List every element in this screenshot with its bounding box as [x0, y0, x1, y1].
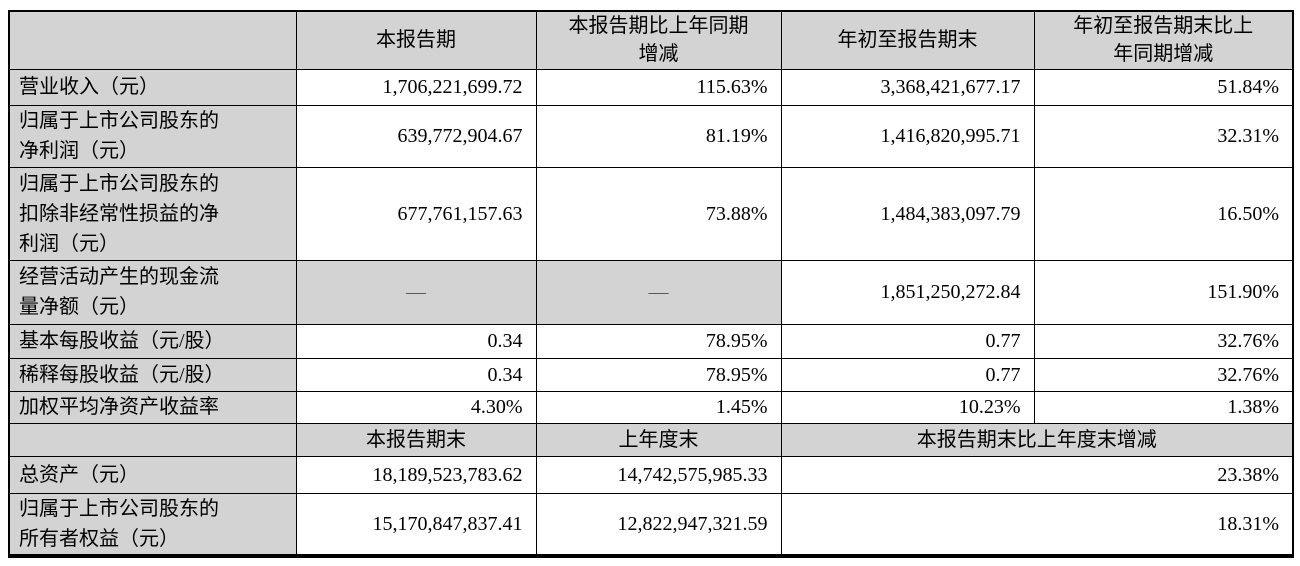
- cell-ytd: 10.23%: [780, 390, 1035, 424]
- cell-period-end: 15,170,847,837.41: [295, 492, 537, 556]
- cell-ytd: 0.77: [780, 357, 1035, 392]
- cell-ytd-yoy: 32.76%: [1033, 357, 1294, 392]
- header-ytd: 年初至报告期末: [780, 10, 1035, 70]
- header-corner-cell-2: [8, 422, 297, 457]
- table-row-diluted-eps: 稀释每股收益（元/股） 0.34 78.95% 0.77 32.76%: [8, 357, 1294, 392]
- cell-current-period: 639,772,904.67: [295, 104, 537, 168]
- cell-change: 18.31%: [780, 492, 1294, 556]
- row-label: 归属于上市公司股东的 扣除非经常性损益的净 利润（元）: [8, 166, 297, 261]
- header-ytd-yoy: 年初至报告期末比上 年同期增减: [1033, 10, 1294, 70]
- row-label: 归属于上市公司股东的 所有者权益（元）: [8, 492, 297, 556]
- cell-ytd-yoy: 1.38%: [1033, 390, 1294, 424]
- cell-period-end: 18,189,523,783.62: [295, 455, 537, 494]
- cell-current-period: 0.34: [295, 357, 537, 392]
- cell-ytd-yoy: 16.50%: [1033, 166, 1294, 261]
- row-label: 基本每股收益（元/股）: [8, 323, 297, 359]
- row-label: 归属于上市公司股东的 净利润（元）: [8, 104, 297, 168]
- cell-change: 23.38%: [780, 455, 1294, 494]
- header-current-period-yoy: 本报告期比上年同期 增减: [535, 10, 782, 70]
- header-row-period-end: 本报告期末 上年度末 本报告期末比上年度末增减: [8, 422, 1294, 457]
- cell-current-period: 4.30%: [295, 390, 537, 424]
- cell-ytd: 1,851,250,272.84: [780, 259, 1035, 325]
- cell-ytd-yoy: 151.90%: [1033, 259, 1294, 325]
- cell-ytd-yoy: 32.31%: [1033, 104, 1294, 168]
- cell-current-period-yoy-dash: —: [535, 259, 782, 325]
- row-label: 总资产（元）: [8, 455, 297, 494]
- cell-current-period-yoy: 115.63%: [535, 68, 782, 106]
- cell-current-period-yoy: 73.88%: [535, 166, 782, 261]
- header-period-end: 本报告期末: [295, 422, 537, 457]
- cell-current-period-yoy: 78.95%: [535, 323, 782, 359]
- row-label: 加权平均净资产收益率: [8, 390, 297, 424]
- header-prior-year-end: 上年度末: [535, 422, 782, 457]
- cell-ytd-yoy: 32.76%: [1033, 323, 1294, 359]
- header-period-end-vs-prior-year-end: 本报告期末比上年度末增减: [780, 422, 1294, 457]
- table-row-operating-revenue: 营业收入（元） 1,706,221,699.72 115.63% 3,368,4…: [8, 68, 1294, 106]
- table-row-net-profit-excl-nonrecurring: 归属于上市公司股东的 扣除非经常性损益的净 利润（元） 677,761,157.…: [8, 166, 1294, 261]
- header-corner-cell: [8, 10, 297, 70]
- table-row-weighted-avg-roe: 加权平均净资产收益率 4.30% 1.45% 10.23% 1.38%: [8, 390, 1294, 424]
- financial-summary-table: 本报告期 本报告期比上年同期 增减 年初至报告期末 年初至报告期末比上 年同期增…: [8, 10, 1294, 558]
- cell-ytd-yoy: 51.84%: [1033, 68, 1294, 106]
- cell-ytd: 0.77: [780, 323, 1035, 359]
- row-label: 稀释每股收益（元/股）: [8, 357, 297, 392]
- table-row-owners-equity: 归属于上市公司股东的 所有者权益（元） 15,170,847,837.41 12…: [8, 492, 1294, 556]
- table-row-net-profit: 归属于上市公司股东的 净利润（元） 639,772,904.67 81.19% …: [8, 104, 1294, 168]
- cell-ytd: 1,416,820,995.71: [780, 104, 1035, 168]
- cell-prior-year-end: 12,822,947,321.59: [535, 492, 782, 556]
- header-row-periods: 本报告期 本报告期比上年同期 增减 年初至报告期末 年初至报告期末比上 年同期增…: [8, 10, 1294, 70]
- header-current-period: 本报告期: [295, 10, 537, 70]
- cell-current-period: 0.34: [295, 323, 537, 359]
- cell-current-period-yoy: 1.45%: [535, 390, 782, 424]
- row-label: 经营活动产生的现金流 量净额（元）: [8, 259, 297, 325]
- cell-prior-year-end: 14,742,575,985.33: [535, 455, 782, 494]
- cell-ytd: 3,368,421,677.17: [780, 68, 1035, 106]
- cell-current-period-yoy: 78.95%: [535, 357, 782, 392]
- cell-current-period: 1,706,221,699.72: [295, 68, 537, 106]
- table-row-operating-cash-flow: 经营活动产生的现金流 量净额（元） — — 1,851,250,272.84 1…: [8, 259, 1294, 325]
- cell-current-period-yoy: 81.19%: [535, 104, 782, 168]
- row-label: 营业收入（元）: [8, 68, 297, 106]
- cell-ytd: 1,484,383,097.79: [780, 166, 1035, 261]
- cell-current-period-dash: —: [295, 259, 537, 325]
- table-row-basic-eps: 基本每股收益（元/股） 0.34 78.95% 0.77 32.76%: [8, 323, 1294, 359]
- table-row-total-assets: 总资产（元） 18,189,523,783.62 14,742,575,985.…: [8, 455, 1294, 494]
- cell-current-period: 677,761,157.63: [295, 166, 537, 261]
